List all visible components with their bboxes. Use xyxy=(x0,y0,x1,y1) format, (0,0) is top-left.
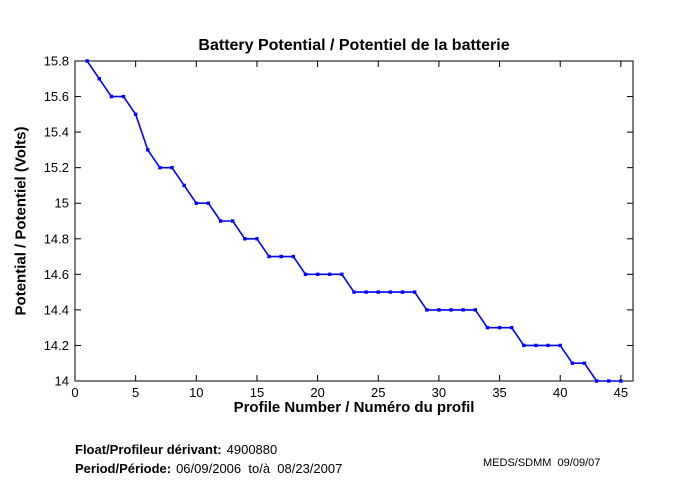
data-point xyxy=(497,325,502,330)
data-point xyxy=(473,308,478,312)
x-tick-label: 25 xyxy=(371,385,385,400)
data-point xyxy=(449,308,453,312)
y-tick-label: 15.6 xyxy=(44,89,69,104)
y-tick-label: 14.6 xyxy=(44,267,69,282)
data-point xyxy=(425,308,429,312)
data-point xyxy=(291,254,296,259)
data-point xyxy=(558,343,562,348)
data-point xyxy=(485,325,490,330)
data-point xyxy=(534,343,538,348)
y-tick-label: 14.2 xyxy=(44,338,69,353)
y-tick-label: 15.4 xyxy=(44,125,69,140)
data-point xyxy=(376,290,380,294)
data-point xyxy=(594,379,599,383)
x-tick-label: 35 xyxy=(492,385,506,400)
data-point xyxy=(522,343,526,348)
y-tick-label: 15.8 xyxy=(44,54,69,69)
data-point xyxy=(267,254,271,259)
float-id-label: Float/Profileur dérivant: xyxy=(75,442,222,457)
x-tick-label: 40 xyxy=(553,385,567,400)
data-point xyxy=(206,201,211,205)
data-point xyxy=(509,325,514,330)
data-point xyxy=(340,272,344,277)
data-point xyxy=(607,379,611,383)
x-tick-label: 20 xyxy=(310,385,324,400)
axes-frame xyxy=(74,60,634,382)
data-point xyxy=(243,237,247,241)
data-point xyxy=(109,94,114,99)
x-tick-label: 15 xyxy=(250,385,264,400)
data-point xyxy=(303,272,308,277)
data-point xyxy=(170,165,174,170)
data-point xyxy=(218,219,223,223)
data-line xyxy=(86,60,621,382)
x-tick-label: 0 xyxy=(71,385,78,400)
data-point xyxy=(412,290,417,294)
float-id-value: 4900880 xyxy=(226,442,278,457)
y-tick-label: 14.4 xyxy=(44,302,69,317)
data-point xyxy=(364,290,368,294)
data-point xyxy=(619,379,623,383)
y-tick-label: 14.8 xyxy=(44,231,69,246)
data-point xyxy=(230,219,235,223)
data-point xyxy=(158,165,162,170)
chart-title: Battery Potential / Potentiel de la batt… xyxy=(198,37,510,54)
data-point xyxy=(570,361,575,365)
credit-text: MEDS/SDMM 09/09/07 xyxy=(483,457,601,469)
x-axis-label: Profile Number / Numéro du profil xyxy=(233,399,475,416)
x-tick-label: 5 xyxy=(132,385,139,400)
data-point xyxy=(388,290,393,294)
period-row: Period/Période: 06/09/2006 to/à 08/23/200… xyxy=(75,461,342,476)
x-tick-label: 45 xyxy=(614,385,628,400)
data-point xyxy=(97,77,101,81)
data-point xyxy=(546,343,550,348)
data-point xyxy=(582,361,587,365)
data-point xyxy=(255,237,259,241)
y-tick-label: 15 xyxy=(55,196,69,211)
data-point xyxy=(146,148,150,152)
data-point xyxy=(461,308,465,312)
data-point xyxy=(133,112,138,117)
x-tick-label: 10 xyxy=(189,385,203,400)
y-tick-label: 15.2 xyxy=(44,160,69,175)
data-point xyxy=(182,183,186,188)
x-tick-label: 30 xyxy=(432,385,446,400)
period-label: Period/Période: xyxy=(75,461,172,476)
data-point xyxy=(85,59,89,63)
data-point xyxy=(194,201,199,205)
data-point xyxy=(328,272,332,277)
y-tick-label: 14 xyxy=(55,374,69,389)
data-point xyxy=(400,290,405,294)
period-value: 06/09/2006 to/à 08/23/2007 xyxy=(176,461,343,476)
data-point xyxy=(121,94,126,99)
data-point xyxy=(437,308,441,312)
data-point xyxy=(279,254,283,259)
data-point xyxy=(352,290,356,294)
float-id-row: Float/Profileur dérivant: 4900880 xyxy=(75,442,277,457)
data-point xyxy=(315,272,320,277)
